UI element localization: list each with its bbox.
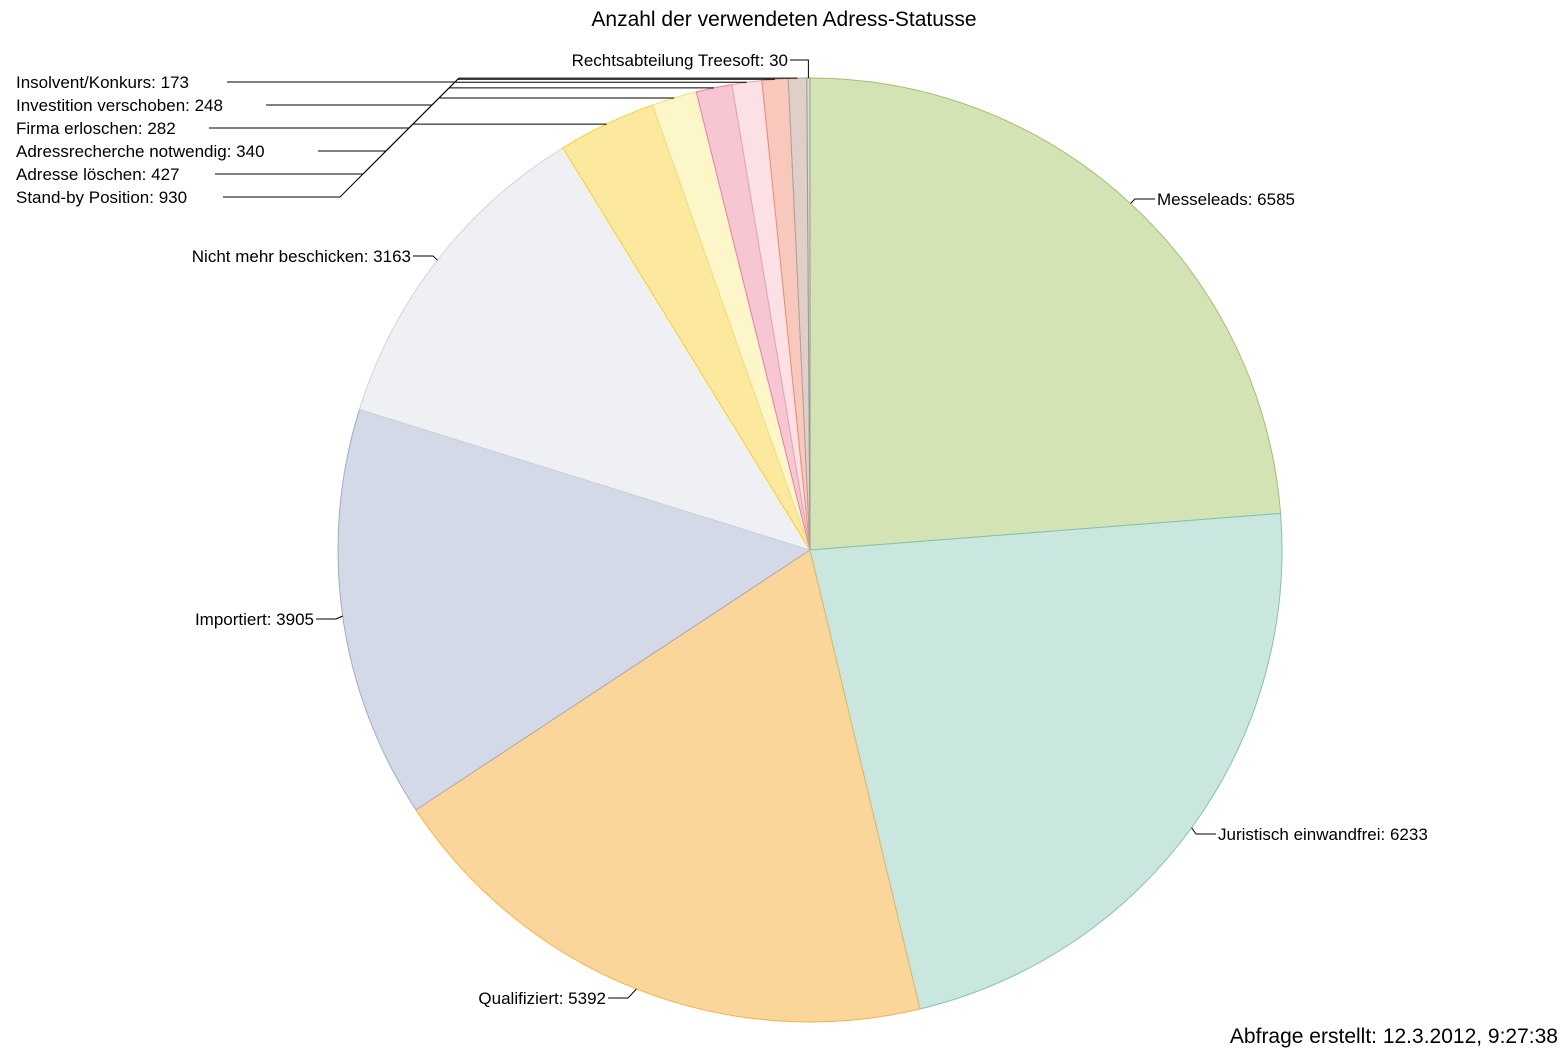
slice-label-nicht-mehr-beschicken: Nicht mehr beschicken: 3163 — [192, 247, 411, 266]
slice-labels: Messeleads: 6585 Juristisch einwandfrei: … — [16, 51, 1428, 1008]
slice-label-importiert: Importiert: 3905 — [195, 610, 314, 629]
slice-label-insolvent-konkurs: Insolvent/Konkurs: 173 — [16, 73, 189, 92]
leader-line-importiert — [316, 615, 343, 620]
pie-slices — [337, 77, 1283, 1023]
slice-label-investition-verschoben: Investition verschoben: 248 — [16, 96, 223, 115]
leader-line-messeleads — [1130, 198, 1155, 204]
pie-slice-qualifiziert — [415, 549, 921, 1023]
leader-line-insolvent-konkurs — [227, 77, 798, 83]
leader-line-qualifiziert — [608, 988, 637, 999]
leader-line-rechtsabteilung-treesoft — [790, 59, 809, 79]
slice-label-qualifiziert: Qualifiziert: 5392 — [478, 989, 606, 1008]
slice-label-messeleads: Messeleads: 6585 — [1157, 190, 1295, 209]
pie-slice-messeleads — [809, 77, 1282, 551]
slice-label-firma-erloschen: Firma erloschen: 282 — [16, 119, 176, 138]
leader-lines — [209, 59, 1216, 999]
slice-label-rechtsabteilung-treesoft: Rechtsabteilung Treesoft: 30 — [572, 51, 788, 70]
leader-line-investition-verschoben — [266, 78, 776, 106]
leader-line-juristisch-einwandfrei — [1191, 827, 1216, 835]
chart-title: Anzahl der verwendeten Adress-Statusse — [591, 8, 977, 31]
slice-label-adresse-l-schen: Adresse löschen: 427 — [16, 165, 180, 184]
slice-label-juristisch-einwandfrei: Juristisch einwandfrei: 6233 — [1218, 825, 1428, 844]
slice-label-stand-by-position: Stand-by Position: 930 — [16, 188, 187, 207]
pie-slice-juristisch-einwandfrei — [809, 512, 1283, 1010]
leader-line-nicht-mehr-beschicken — [413, 255, 438, 261]
pie-slice-nicht-mehr-beschicken — [358, 147, 812, 551]
query-timestamp: Abfrage erstellt: 12.3.2012, 9:27:38 — [1229, 1025, 1558, 1048]
slice-label-adressrecherche-notwendig: Adressrecherche notwendig: 340 — [16, 142, 265, 161]
